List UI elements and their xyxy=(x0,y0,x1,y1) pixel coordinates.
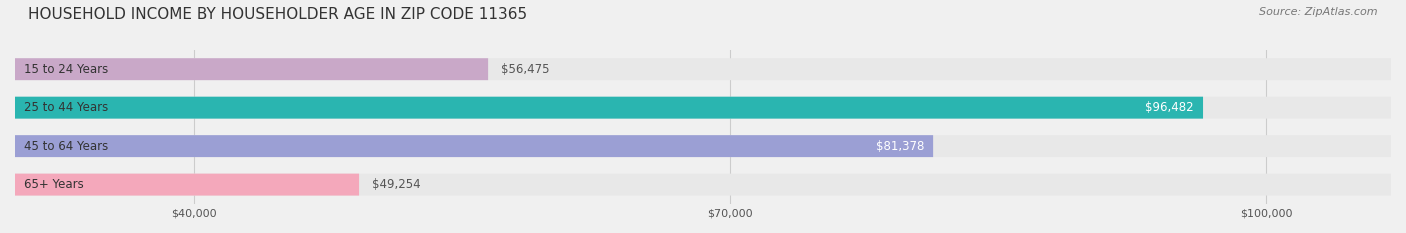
FancyBboxPatch shape xyxy=(15,174,359,195)
FancyBboxPatch shape xyxy=(15,58,488,80)
FancyBboxPatch shape xyxy=(15,97,1204,119)
Text: 45 to 64 Years: 45 to 64 Years xyxy=(24,140,108,153)
FancyBboxPatch shape xyxy=(15,58,1391,80)
Text: Source: ZipAtlas.com: Source: ZipAtlas.com xyxy=(1260,7,1378,17)
Text: $56,475: $56,475 xyxy=(501,63,550,76)
Text: HOUSEHOLD INCOME BY HOUSEHOLDER AGE IN ZIP CODE 11365: HOUSEHOLD INCOME BY HOUSEHOLDER AGE IN Z… xyxy=(28,7,527,22)
FancyBboxPatch shape xyxy=(15,135,934,157)
FancyBboxPatch shape xyxy=(15,97,1391,119)
Text: 15 to 24 Years: 15 to 24 Years xyxy=(24,63,108,76)
FancyBboxPatch shape xyxy=(15,174,1391,195)
Text: $81,378: $81,378 xyxy=(876,140,924,153)
Text: 65+ Years: 65+ Years xyxy=(24,178,84,191)
Text: $49,254: $49,254 xyxy=(371,178,420,191)
Text: $96,482: $96,482 xyxy=(1146,101,1194,114)
FancyBboxPatch shape xyxy=(15,135,1391,157)
Text: 25 to 44 Years: 25 to 44 Years xyxy=(24,101,108,114)
